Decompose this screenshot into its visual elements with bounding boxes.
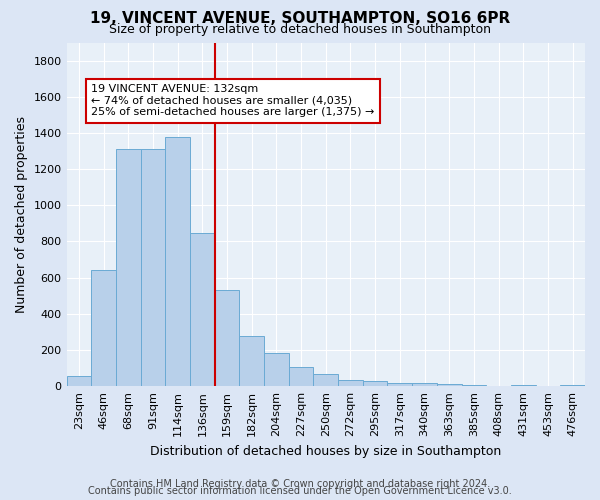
- Bar: [363, 381, 388, 386]
- Bar: [215, 290, 239, 386]
- Bar: [264, 352, 289, 386]
- Bar: [338, 380, 363, 386]
- Text: 19 VINCENT AVENUE: 132sqm
← 74% of detached houses are smaller (4,035)
25% of se: 19 VINCENT AVENUE: 132sqm ← 74% of detac…: [91, 84, 374, 117]
- Bar: [165, 136, 190, 386]
- Bar: [289, 367, 313, 386]
- Bar: [313, 374, 338, 386]
- Bar: [437, 384, 461, 386]
- Bar: [239, 336, 264, 386]
- Y-axis label: Number of detached properties: Number of detached properties: [15, 116, 28, 313]
- Text: 19, VINCENT AVENUE, SOUTHAMPTON, SO16 6PR: 19, VINCENT AVENUE, SOUTHAMPTON, SO16 6P…: [90, 11, 510, 26]
- Bar: [67, 376, 91, 386]
- Text: Size of property relative to detached houses in Southampton: Size of property relative to detached ho…: [109, 22, 491, 36]
- Bar: [116, 149, 140, 386]
- Bar: [190, 234, 215, 386]
- Text: Contains public sector information licensed under the Open Government Licence v3: Contains public sector information licen…: [88, 486, 512, 496]
- Bar: [388, 382, 412, 386]
- Bar: [412, 384, 437, 386]
- Text: Contains HM Land Registry data © Crown copyright and database right 2024.: Contains HM Land Registry data © Crown c…: [110, 479, 490, 489]
- Bar: [140, 149, 165, 386]
- X-axis label: Distribution of detached houses by size in Southampton: Distribution of detached houses by size …: [150, 444, 502, 458]
- Bar: [91, 270, 116, 386]
